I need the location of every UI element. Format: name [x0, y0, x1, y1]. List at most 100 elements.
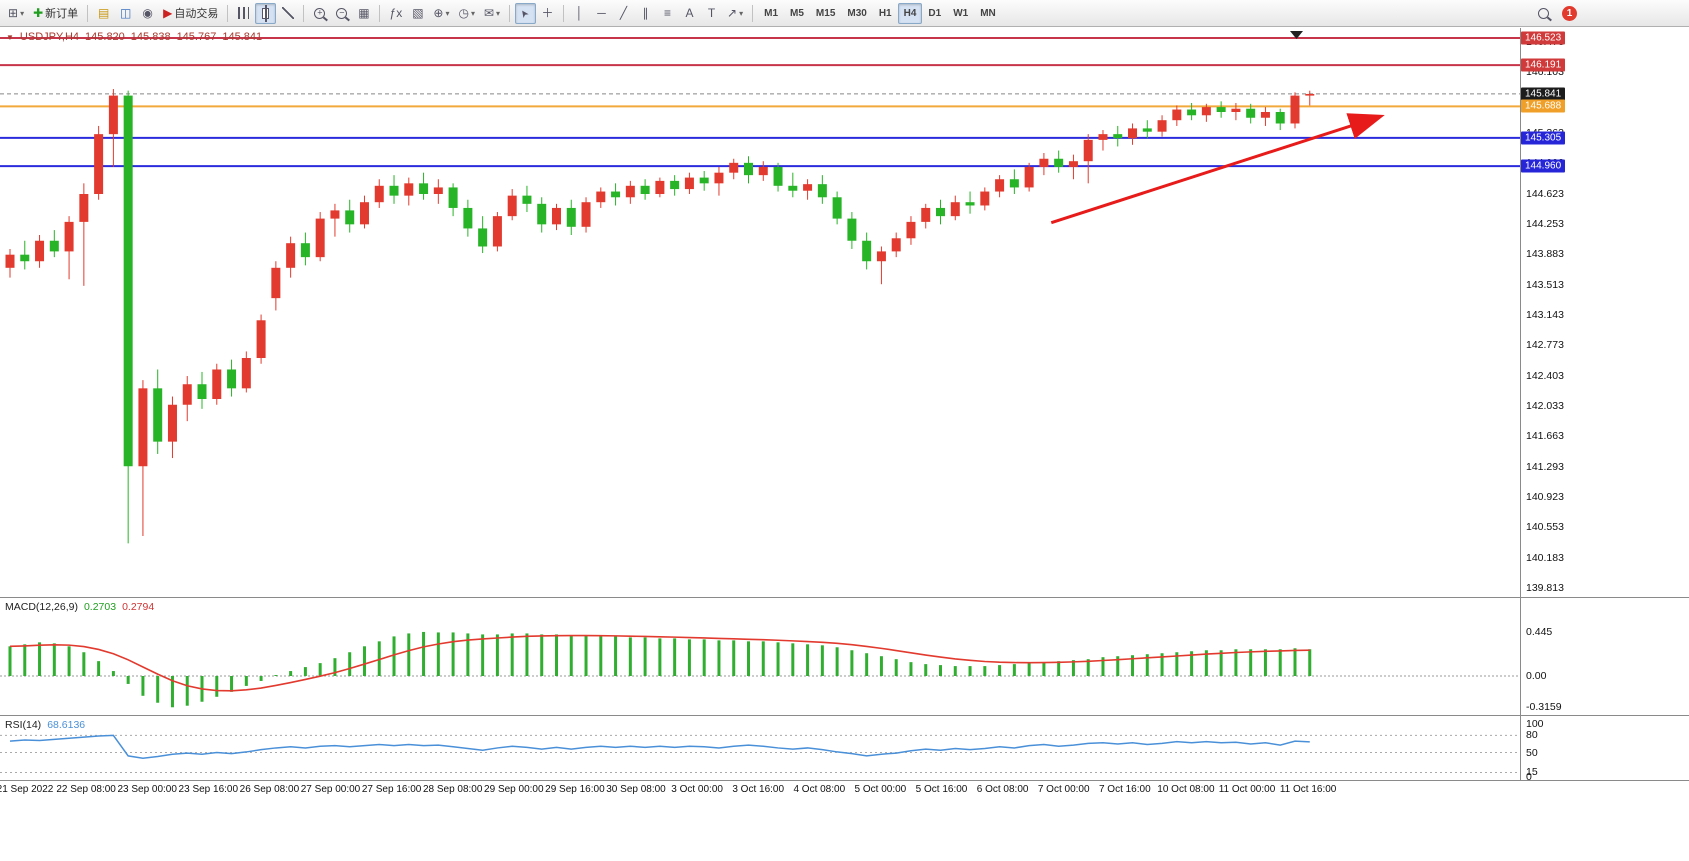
new-order-button[interactable]: ✚ 新订单	[29, 3, 82, 24]
line-chart-button[interactable]	[277, 3, 298, 24]
time-axis-label: 23 Sep 00:00	[117, 784, 177, 795]
periods-dropdown-button[interactable]: ◷ ▾	[454, 3, 479, 24]
candlestick-chart-button[interactable]	[255, 2, 277, 24]
macd-scale-label: 0.00	[1526, 670, 1547, 682]
rsi-value: 68.6136	[47, 719, 86, 731]
candle-body	[1083, 139, 1093, 162]
candle-body	[1201, 107, 1211, 116]
timeframe-button-m1[interactable]: M1	[758, 3, 784, 24]
candle-body	[640, 185, 650, 194]
timeframe-button-w1[interactable]: W1	[947, 3, 974, 24]
search-button[interactable]	[1533, 3, 1554, 24]
rsi-scale-label: 50	[1526, 746, 1538, 759]
new-order-icon: ✚	[33, 6, 44, 20]
candle-body	[596, 191, 606, 203]
candle-body	[847, 218, 857, 241]
candle-body	[108, 95, 118, 135]
templates-button[interactable]: ✉ ▾	[480, 3, 504, 24]
bar-chart-button[interactable]	[233, 3, 254, 24]
candle-body	[936, 207, 946, 217]
channel-button[interactable]: ∥	[635, 3, 656, 24]
add-indicator-icon: ⊕	[433, 6, 444, 20]
indicators-button[interactable]: ƒx	[385, 3, 406, 24]
new-chart-button[interactable]: ⊞ ▾	[4, 3, 28, 24]
toolbar-separator	[563, 4, 565, 22]
price-line-badge: 145.305	[1521, 131, 1566, 145]
macd-label: MACD(12,26,9) 0.2703 0.2794	[5, 601, 154, 613]
notification-badge[interactable]: 1	[1562, 5, 1577, 21]
time-axis-label: 30 Sep 08:00	[606, 784, 666, 795]
text-button[interactable]: A	[679, 3, 700, 24]
candle-body	[1113, 134, 1123, 139]
candle-body	[153, 388, 163, 442]
cursor-button[interactable]: ➤	[515, 2, 537, 24]
candlestick-icon	[262, 4, 270, 22]
candle-body	[1098, 134, 1108, 140]
rsi-panel-border[interactable]	[0, 715, 1689, 716]
crosshair-button[interactable]: ＋	[537, 3, 558, 24]
timeframe-button-m15[interactable]: M15	[810, 3, 841, 24]
arrows-tool-button[interactable]: ↗ ▾	[723, 3, 747, 24]
candle-body	[1290, 95, 1300, 124]
candle-body	[419, 183, 429, 194]
fibonacci-button[interactable]: ≡	[657, 3, 678, 24]
text-label-button[interactable]: T	[701, 3, 722, 24]
candle-body	[492, 216, 502, 247]
timeframe-button-m5[interactable]: M5	[784, 3, 810, 24]
candle-body	[537, 203, 547, 225]
candle-body	[49, 240, 59, 252]
objects-list-button[interactable]: ▧	[407, 3, 428, 24]
trend-arrow[interactable]	[1050, 113, 1385, 225]
candle-body	[670, 180, 680, 190]
horizontal-line-button[interactable]: ─	[591, 3, 612, 24]
price-scale-label: 141.293	[1526, 460, 1564, 473]
ohlc-low: 145.767	[176, 31, 217, 43]
timeframe-button-h4[interactable]: H4	[897, 2, 923, 24]
timeframe-button-h1[interactable]: H1	[873, 3, 898, 24]
candle-body	[20, 254, 30, 262]
profiles-button[interactable]: ▤	[93, 3, 114, 24]
candle-body	[965, 202, 975, 206]
candle-body	[197, 384, 207, 399]
time-axis-label: 27 Sep 16:00	[361, 784, 422, 795]
price-line-badge: 146.523	[1521, 31, 1566, 45]
zoom-in-button[interactable]	[309, 3, 330, 24]
arrow-tool-icon: ↗	[727, 6, 738, 20]
timeframe-button-d1[interactable]: D1	[922, 3, 947, 24]
rsi-name: RSI(14)	[5, 719, 42, 731]
auto-trading-button[interactable]: ▶ 自动交易	[159, 3, 222, 24]
trendline-button[interactable]: ╱	[613, 3, 634, 24]
time-axis-label: 28 Sep 08:00	[422, 784, 483, 795]
macd-name: MACD(12,26,9)	[5, 601, 78, 613]
candle-body	[1275, 112, 1285, 124]
rsi-label: RSI(14) 68.6136	[5, 719, 85, 731]
timeframe-button-m30[interactable]: M30	[841, 3, 872, 24]
timeframe-button-mn[interactable]: MN	[974, 3, 1002, 24]
toolbar-separator	[379, 4, 381, 22]
macd-panel-border[interactable]	[0, 597, 1689, 598]
price-line-badge: 145.841	[1521, 87, 1566, 101]
zoom-out-icon	[336, 7, 348, 19]
candle-body	[1172, 109, 1182, 121]
line-chart-icon	[281, 7, 294, 19]
navigator-button[interactable]: ◉	[137, 3, 158, 24]
candle-body	[182, 384, 192, 405]
candle-body	[404, 183, 414, 196]
candle-body	[1009, 179, 1019, 188]
add-indicator-button[interactable]: ⊕ ▾	[429, 3, 453, 24]
time-axis-label: 21 Sep 2022	[0, 784, 54, 795]
objects-list-icon: ▧	[412, 6, 424, 20]
macd-signal-value: 0.2794	[122, 601, 155, 613]
market-watch-button[interactable]: ◫	[115, 3, 136, 24]
vertical-line-icon: │	[575, 6, 584, 20]
price-scale-label: 144.623	[1526, 187, 1564, 200]
candle-body	[1128, 128, 1138, 139]
candle-body	[1039, 158, 1049, 167]
vertical-line-button[interactable]: │	[569, 3, 590, 24]
candle-body	[788, 185, 798, 191]
tile-windows-button[interactable]: ▦	[353, 3, 374, 24]
zoom-out-button[interactable]	[331, 3, 352, 24]
ohlc-high: 145.838	[130, 31, 171, 43]
price-scale-label: 140.183	[1526, 551, 1564, 564]
